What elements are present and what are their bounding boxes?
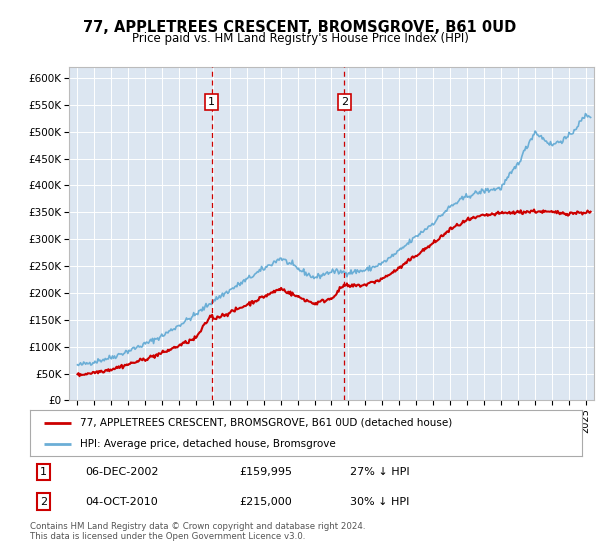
Text: 77, APPLETREES CRESCENT, BROMSGROVE, B61 0UD: 77, APPLETREES CRESCENT, BROMSGROVE, B61… bbox=[83, 20, 517, 35]
Text: £215,000: £215,000 bbox=[240, 497, 293, 507]
Text: Contains HM Land Registry data © Crown copyright and database right 2024.
This d: Contains HM Land Registry data © Crown c… bbox=[30, 522, 365, 542]
Text: 1: 1 bbox=[208, 97, 215, 107]
Text: 2: 2 bbox=[341, 97, 348, 107]
Text: 27% ↓ HPI: 27% ↓ HPI bbox=[350, 467, 410, 477]
Text: Price paid vs. HM Land Registry's House Price Index (HPI): Price paid vs. HM Land Registry's House … bbox=[131, 32, 469, 45]
Text: £159,995: £159,995 bbox=[240, 467, 293, 477]
Text: 06-DEC-2002: 06-DEC-2002 bbox=[85, 467, 158, 477]
Text: HPI: Average price, detached house, Bromsgrove: HPI: Average price, detached house, Brom… bbox=[80, 439, 335, 449]
Text: 1: 1 bbox=[40, 467, 47, 477]
Text: 77, APPLETREES CRESCENT, BROMSGROVE, B61 0UD (detached house): 77, APPLETREES CRESCENT, BROMSGROVE, B61… bbox=[80, 418, 452, 428]
Text: 30% ↓ HPI: 30% ↓ HPI bbox=[350, 497, 410, 507]
Text: 2: 2 bbox=[40, 497, 47, 507]
Text: 04-OCT-2010: 04-OCT-2010 bbox=[85, 497, 158, 507]
